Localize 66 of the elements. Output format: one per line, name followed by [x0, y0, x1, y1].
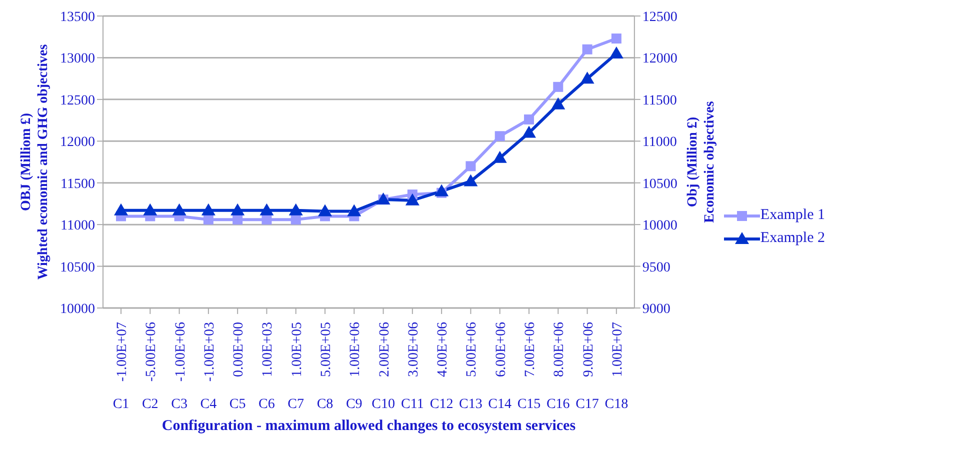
point: [288, 203, 303, 216]
category-label: 4.00E+06 C12: [430, 322, 454, 412]
x-tick-label: -1.00E+07 C1: [112, 322, 130, 412]
y-axis-title: OBJ (Milliom £) Wighted economic and GHG objectives: [19, 44, 51, 280]
point: [524, 114, 534, 124]
point: [262, 214, 272, 225]
x-axis-title: Configuration - maximum allowed changes to ecosystem services: [162, 418, 576, 434]
category-label: 5.00E+05 C8: [316, 322, 334, 412]
point: [318, 204, 332, 216]
point: [609, 46, 624, 59]
y2-tick-label: 12500: [642, 10, 678, 25]
legend-label: Example 1: [760, 207, 825, 224]
y2-tick-label: 11000: [642, 135, 677, 150]
legend-label: Example 2: [760, 230, 825, 247]
y2-axis-title: Obj (Million £) Economic objectives: [685, 100, 718, 223]
point: [114, 203, 128, 216]
point: [143, 203, 158, 216]
y2-tick-label: 11500: [642, 93, 677, 108]
x-tick-label: -1.00E+03 C4: [200, 322, 218, 412]
y-tick-label: 11500: [60, 176, 95, 192]
y-tick-label: 12000: [60, 135, 95, 150]
point: [230, 203, 245, 216]
y2-tick-label: 12000: [642, 52, 678, 67]
point: [551, 97, 566, 110]
category-label: 8.00E+06 C16: [546, 322, 570, 412]
point: [203, 214, 214, 225]
y2-tick-label: 9000: [642, 302, 670, 317]
category-label: 5.00E+06 C13: [459, 322, 482, 412]
category-label: 3.00E+06 C11: [401, 322, 424, 412]
y-tick-label: 10500: [60, 260, 95, 276]
point: [464, 174, 478, 186]
category-label: 1.00E+03 C6: [258, 322, 276, 412]
y2-tick-label: 9500: [642, 260, 670, 276]
y2-tick-label: 10500: [642, 176, 678, 192]
point: [494, 131, 505, 142]
category-label: 7.00E+06 C15: [517, 322, 541, 412]
point: [580, 72, 594, 84]
y-tick-label: 11000: [60, 218, 95, 234]
point: [466, 161, 476, 172]
category-label: 0.00E+00 C5: [229, 322, 247, 412]
point: [201, 203, 216, 216]
point: [260, 203, 274, 216]
y-tick-label: 13000: [60, 52, 95, 67]
category-label: 6.00E+06 C14: [488, 322, 512, 412]
point: [347, 204, 362, 216]
category-label: 1.00E+05 C7: [288, 322, 305, 412]
point: [172, 203, 186, 216]
point: [290, 214, 301, 225]
point: [492, 150, 507, 163]
category-label: 1.00E+06 C9: [346, 322, 364, 412]
y-tick-label: 12500: [60, 93, 95, 108]
category-label: 2.00E+06 C10: [372, 322, 395, 412]
x-tick-label: -5.00E+06 C2: [142, 322, 160, 412]
category-label: 1.00E+07 C18: [604, 322, 628, 412]
point: [405, 193, 420, 206]
point: [582, 44, 592, 54]
y2-tick-label: 10000: [642, 218, 678, 234]
y-tick-label: 10000: [60, 302, 95, 317]
y-tick-label: 13500: [60, 10, 95, 25]
point: [611, 34, 622, 44]
category-label: 9.00E+06 C17: [576, 322, 599, 412]
point: [553, 82, 564, 92]
x-tick-label: -1.00E+06 C3: [171, 322, 188, 412]
point: [522, 126, 536, 138]
point: [232, 214, 243, 225]
point: [434, 184, 449, 196]
